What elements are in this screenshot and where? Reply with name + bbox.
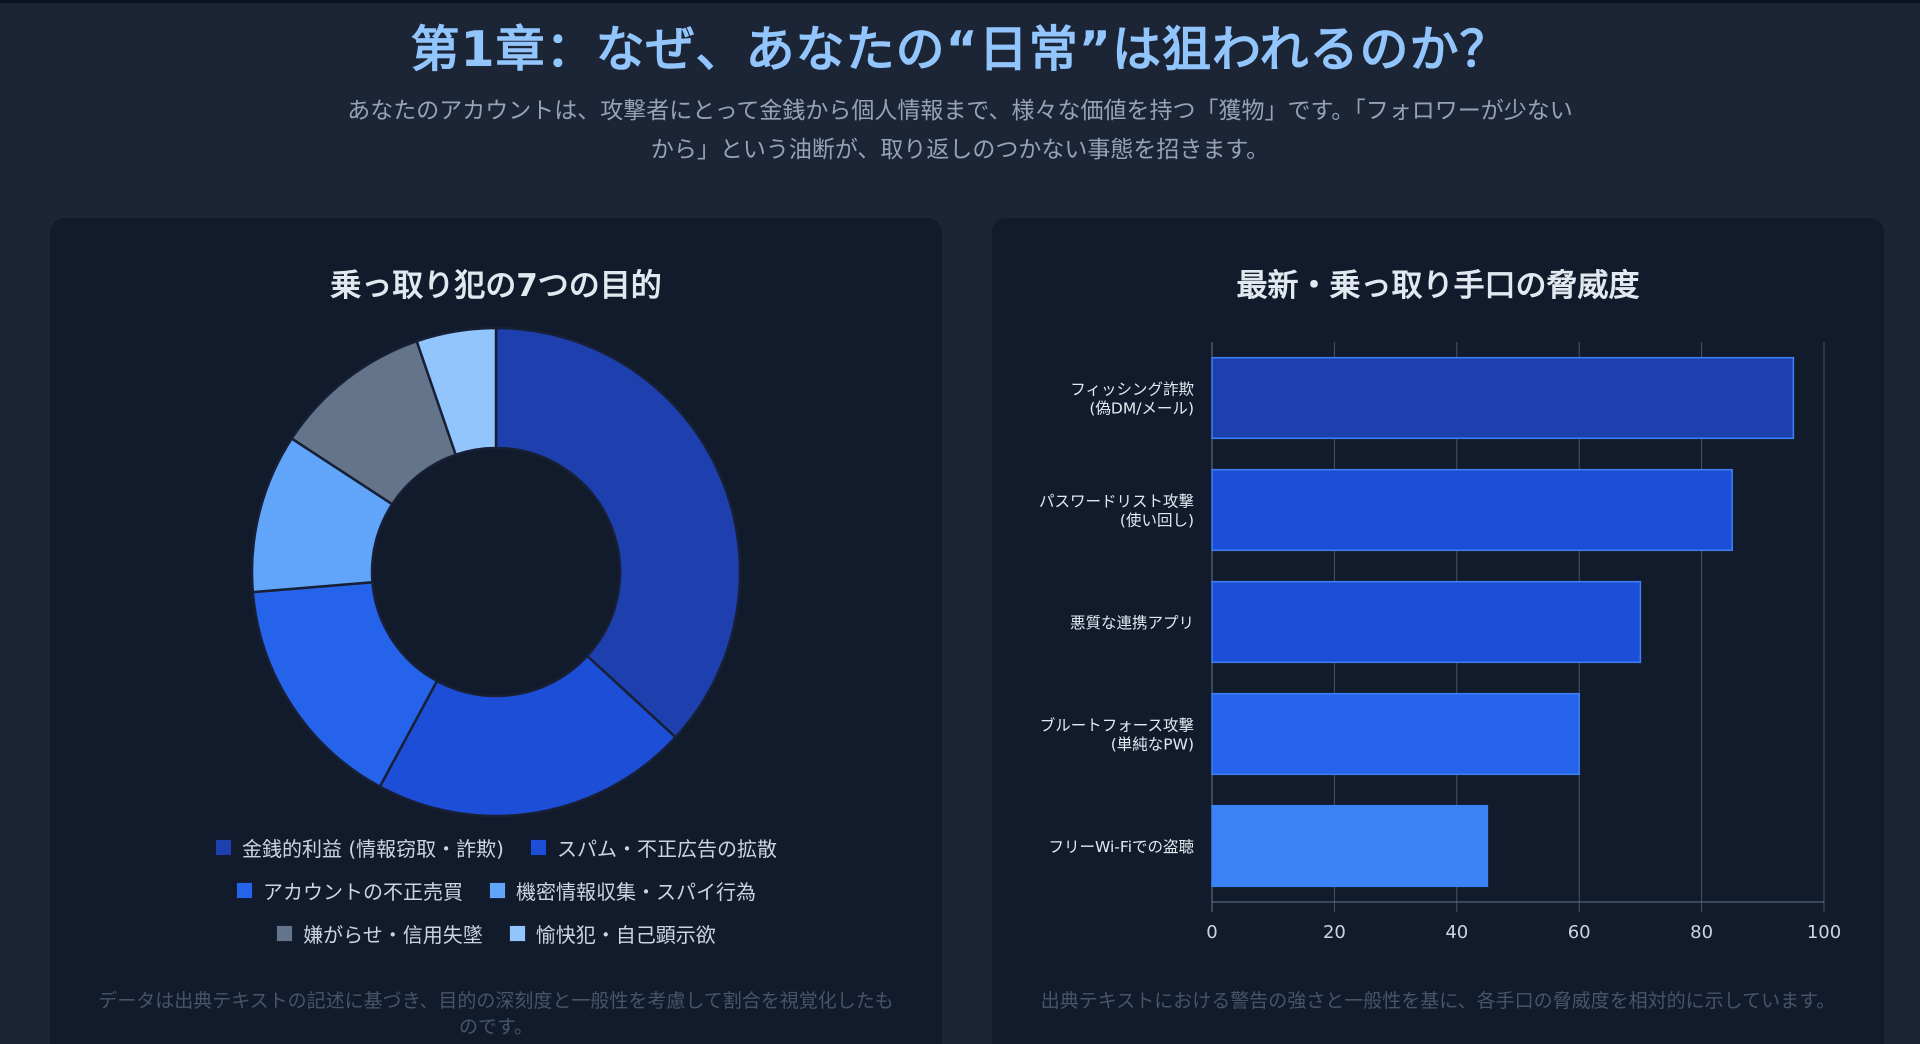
donut-slice[interactable] xyxy=(494,326,742,740)
legend-item[interactable]: 嫌がらせ・信用失墜 xyxy=(276,920,483,947)
threat-bar[interactable] xyxy=(1211,804,1489,888)
x-tick-label: 100 xyxy=(1807,922,1841,943)
purpose-chart-legend: 金銭的利益 (情報窃取・詐欺) スパム・不正広告の拡散アカウントの不正売買 機密情報… xyxy=(130,834,862,947)
purpose-chart-card: 乗っ取り犯の7つの目的 金銭的利益 (情報窃取・詐欺) スパム・不正広告の拡散アカ… xyxy=(50,218,942,1044)
x-tick-label: 0 xyxy=(1206,922,1217,943)
legend-label: スパム・不正広告の拡散 xyxy=(556,836,777,861)
legend-item[interactable]: 機密情報収集・スパイ行為 xyxy=(489,877,756,904)
page-description: あなたのアカウントは、攻撃者にとって金銭から個人情報まで、様々な価値を持つ「獲物… xyxy=(347,98,1573,163)
legend-item[interactable]: スパム・不正広告の拡散 xyxy=(529,834,777,861)
threat-bar[interactable] xyxy=(1211,692,1580,776)
legend-label: 金銭的利益 (情報窃取・詐欺) xyxy=(242,836,504,861)
legend-item[interactable]: アカウントの不正売買 xyxy=(236,877,463,904)
x-tick-label: 40 xyxy=(1445,922,1468,943)
legend-item[interactable]: 愉快犯・自己顕示欲 xyxy=(508,920,716,947)
y-category-label: ブルートフォース攻撃(単純なPW) xyxy=(1040,716,1194,754)
legend-swatch xyxy=(489,881,506,899)
purpose-chart-footnote: データは出典テキストの記述に基づき、目的の深刻度と一般性を考慮して割合を視覚化し… xyxy=(98,990,894,1038)
legend-swatch xyxy=(529,838,547,856)
donut-slice[interactable] xyxy=(415,326,498,457)
top-border xyxy=(0,0,1920,3)
x-tick-label: 60 xyxy=(1568,922,1591,943)
threat-chart-footnote: 出典テキストにおける警告の強さと一般性を基に、各手口の脅威度を相対的に示していま… xyxy=(1040,990,1836,1012)
legend-label: 機密情報収集・スパイ行為 xyxy=(516,879,756,904)
threat-bar[interactable] xyxy=(1211,580,1642,664)
legend-label: 愉快犯・自己顕示欲 xyxy=(535,922,716,947)
purpose-donut-chart xyxy=(250,326,742,818)
threat-bar-chart: 0 20 40 60 80 100 フィッシング詐欺(偽DM/メール) パスワードリスト攻撃(… xyxy=(1039,342,1841,943)
legend-swatch xyxy=(276,924,294,942)
legend-label: アカウントの不正売買 xyxy=(263,879,463,904)
threat-bar[interactable] xyxy=(1211,356,1795,440)
y-category-label: パスワードリスト攻撃(使い回し) xyxy=(1039,493,1194,530)
y-category-label: 悪質な連携アプリ xyxy=(1070,614,1194,632)
legend-item[interactable]: 金銭的利益 (情報窃取・詐欺) xyxy=(215,834,504,861)
y-category-label: フリーWi-Fiでの盗聴 xyxy=(1049,838,1195,856)
x-tick-label: 80 xyxy=(1690,922,1713,943)
x-tick-label: 20 xyxy=(1323,922,1346,943)
legend-swatch xyxy=(236,881,253,899)
threat-chart-card: 最新・乗っ取り手口の脅威度 0 20 40 60 80 100 フィッシング詐欺(偽DM/メ… xyxy=(992,218,1884,1044)
threat-chart-title: 最新・乗っ取り手口の脅威度 xyxy=(1236,268,1640,304)
y-category-label: フィッシング詐欺(偽DM/メール) xyxy=(1070,381,1194,418)
legend-swatch xyxy=(508,924,526,942)
page-title: 第1章：なぜ、あなたの“日常”は狙われるのか？ xyxy=(410,21,1510,78)
donut-slice[interactable] xyxy=(378,654,678,818)
donut-slice[interactable] xyxy=(251,580,439,789)
legend-swatch xyxy=(215,838,233,856)
threat-bar[interactable] xyxy=(1211,468,1733,552)
purpose-chart-title: 乗っ取り犯の7つの目的 xyxy=(330,268,662,304)
legend-label: 嫌がらせ・信用失墜 xyxy=(303,922,483,947)
